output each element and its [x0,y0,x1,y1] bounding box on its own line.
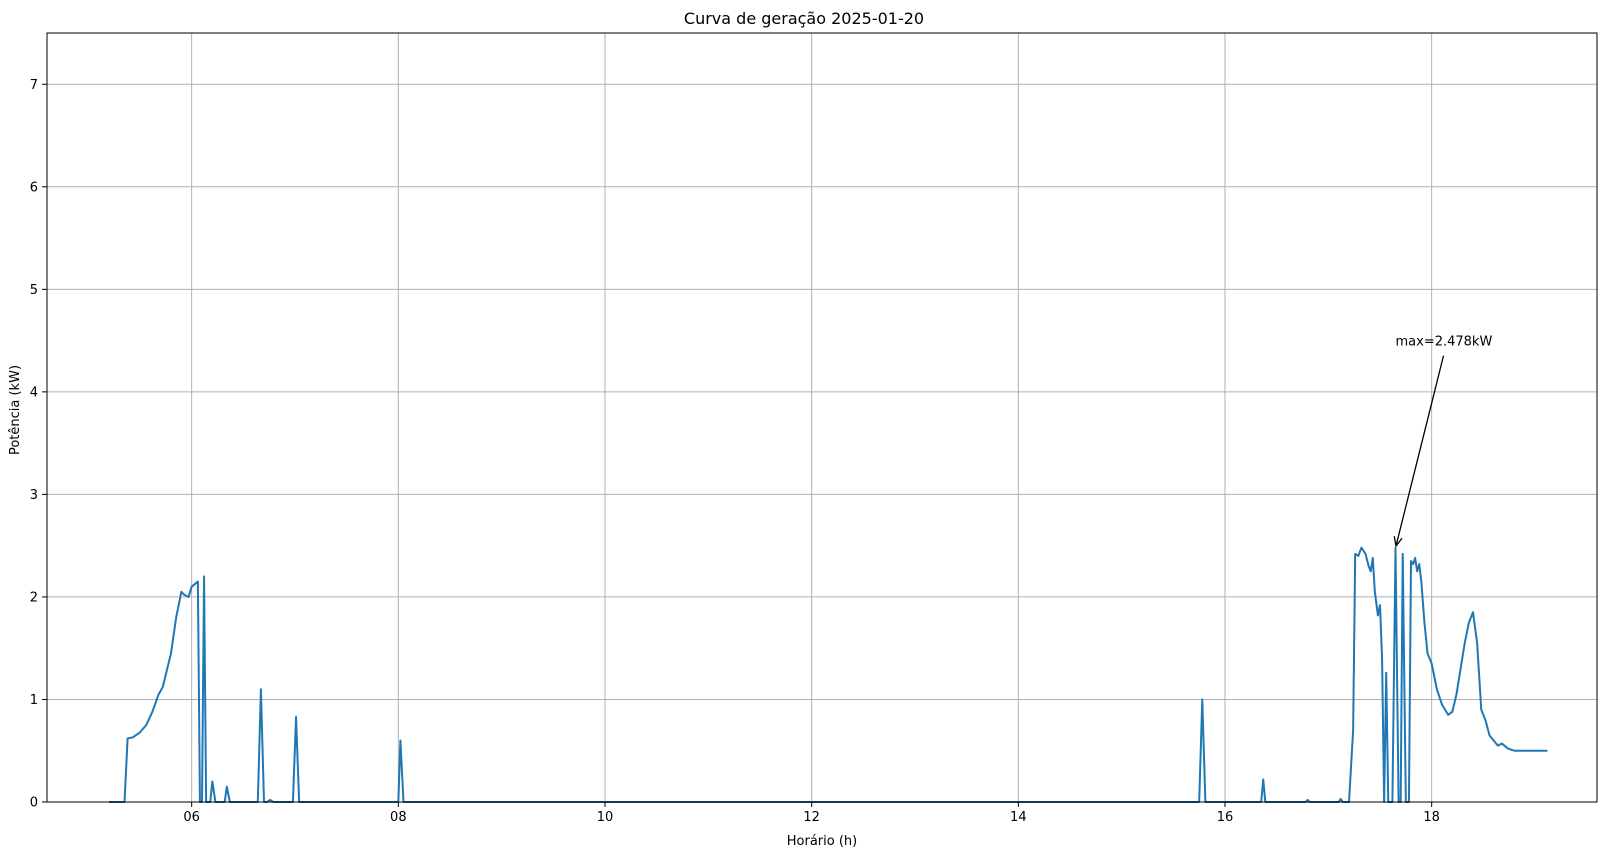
x-tick-label: 06 [183,810,200,825]
x-axis-label: Horário (h) [787,834,857,849]
y-tick-label: 3 [30,488,38,503]
annotation-group: max=2.478kW [1393,335,1493,548]
x-tick-label: 16 [1217,810,1234,825]
x-tick-label: 18 [1423,810,1440,825]
y-tick-label: 7 [30,78,38,93]
max-annotation-text: max=2.478kW [1396,335,1493,350]
y-tick-label: 0 [30,796,38,811]
y-tick-label: 5 [30,283,38,298]
y-tick-label: 2 [30,590,38,605]
series-line [109,546,1548,803]
x-tick-label: 08 [390,810,407,825]
y-tick-label: 4 [30,385,38,400]
y-axis-label: Potência (kW) [8,365,23,455]
x-tick-label: 12 [803,810,820,825]
plot-frame [46,32,1598,803]
max-annotation-arrowhead [1393,536,1403,548]
x-tick-label: 14 [1010,810,1027,825]
grid-lines [47,33,1597,803]
y-tick-label: 6 [30,180,38,195]
y-tick-label: 1 [30,693,38,708]
x-tick-label: 10 [597,810,614,825]
chart-title: Curva de geração 2025-01-20 [684,9,924,28]
axes-frame [46,32,1598,803]
series-layer [109,546,1548,803]
max-annotation-arrow [1395,355,1445,547]
